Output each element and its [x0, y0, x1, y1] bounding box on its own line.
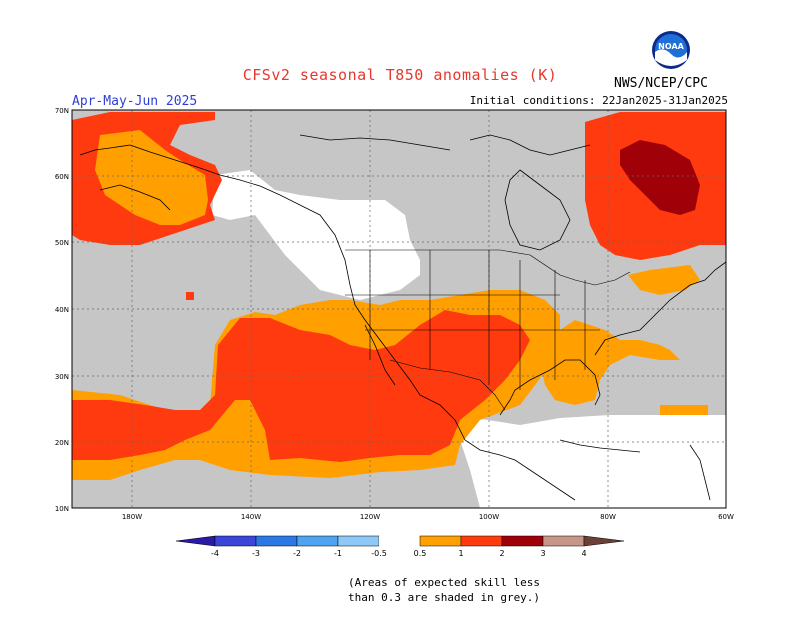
legend-swatch: [214, 535, 257, 547]
lat-label-60n: 60N: [55, 173, 69, 181]
borders: [345, 249, 631, 411]
lat-label-40n: 40N: [55, 306, 69, 314]
color-legend: [175, 535, 625, 547]
legend-label: 2: [499, 549, 504, 558]
lon-label-180w: 180W: [122, 513, 142, 521]
footnote-line-1: (Areas of expected skill less: [348, 576, 541, 589]
legend-arrow-right: [583, 535, 625, 547]
legend-label: -1: [334, 549, 342, 558]
legend-arrow-left: [175, 535, 216, 547]
legend-swatch: [501, 535, 544, 547]
lat-label-20n: 20N: [55, 439, 69, 447]
legend-swatch: [255, 535, 298, 547]
legend-label: -0.5: [371, 549, 387, 558]
legend-label: -3: [252, 549, 260, 558]
legend-label: 4: [581, 549, 586, 558]
legend-label: -4: [211, 549, 219, 558]
legend-label: 1: [458, 549, 463, 558]
season-label: Apr-May-Jun 2025: [72, 94, 198, 109]
legend-swatch: [296, 535, 339, 547]
lon-label-100w: 100W: [479, 513, 499, 521]
legend-swatch: [379, 536, 420, 546]
lat-label-50n: 50N: [55, 239, 69, 247]
initial-conditions-label: Initial conditions: 22Jan2025-31Jan2025: [469, 94, 728, 107]
agency-label: NWS/NCEP/CPC: [614, 76, 708, 91]
lat-label-30n: 30N: [55, 373, 69, 381]
map-title: CFSv2 seasonal T850 anomalies (K): [242, 66, 558, 84]
footnote-line-2: than 0.3 are shaded in grey.): [348, 591, 541, 604]
lat-label-70n: 70N: [55, 107, 69, 115]
legend-swatch: [419, 535, 462, 547]
lon-label-140w: 140W: [241, 513, 261, 521]
noaa-logo: NOAA: [652, 31, 690, 69]
map-frame: [71, 109, 727, 509]
graticule: [72, 110, 726, 508]
legend-label: 3: [540, 549, 545, 558]
legend-swatch: [542, 535, 585, 547]
lon-label-60w: 60W: [718, 513, 734, 521]
legend-label: 0.5: [414, 549, 427, 558]
skill-footnote: (Areas of expected skill less than 0.3 a…: [348, 575, 540, 605]
legend-label: -2: [293, 549, 301, 558]
legend-swatch: [337, 535, 380, 547]
lon-label-120w: 120W: [360, 513, 380, 521]
lat-label-10n: 10N: [55, 505, 69, 513]
lon-label-80w: 80W: [600, 513, 616, 521]
logo-text: NOAA: [658, 42, 684, 51]
legend-swatch: [460, 535, 503, 547]
